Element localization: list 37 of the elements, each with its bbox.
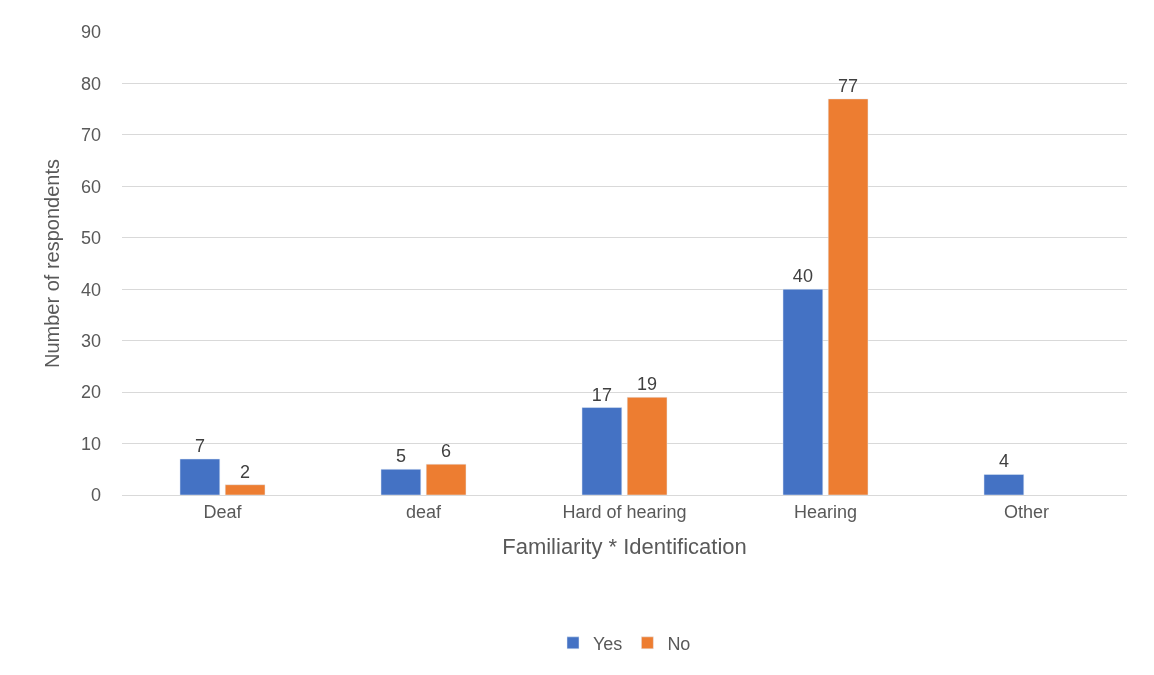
bar	[581, 407, 623, 495]
bar	[425, 463, 467, 495]
x-tick-label: Other	[1003, 501, 1050, 522]
bar	[782, 288, 824, 495]
data-label: 17	[591, 384, 612, 405]
y-tick-label: 40	[80, 279, 101, 300]
data-label: 2	[240, 461, 251, 482]
bar	[827, 98, 869, 495]
y-tick-label: 30	[80, 330, 101, 351]
y-tick-label: 70	[80, 125, 101, 146]
x-axis-title: Familiarity * Identification	[502, 534, 747, 560]
y-tick-label: 20	[80, 382, 101, 403]
y-tick-label: 80	[80, 73, 101, 94]
x-tick-label: Deaf	[203, 501, 243, 522]
bar	[983, 474, 1025, 495]
y-tick-label: 50	[80, 228, 101, 249]
data-label: 6	[441, 441, 452, 462]
data-label: 5	[395, 446, 406, 467]
y-tick-label: 60	[80, 176, 101, 197]
data-label: 40	[792, 266, 813, 287]
bar	[179, 458, 221, 495]
data-label: 77	[838, 75, 859, 96]
y-axis-title: Number of respondents	[41, 158, 64, 369]
y-tick-label: 0	[90, 485, 101, 506]
legend-label: No	[667, 633, 691, 654]
bar	[380, 469, 422, 495]
x-tick-label: Hearing	[793, 501, 858, 522]
data-label: 7	[194, 435, 205, 456]
bar	[626, 397, 668, 495]
x-tick-label: deaf	[405, 501, 443, 522]
bar	[224, 484, 266, 495]
y-tick-label: 10	[80, 433, 101, 454]
y-tick-label: 90	[80, 22, 101, 43]
legend-label: Yes	[593, 633, 623, 654]
data-label: 4	[998, 451, 1009, 472]
data-label: 19	[637, 374, 658, 395]
x-tick-label: Hard of hearing	[562, 501, 687, 522]
